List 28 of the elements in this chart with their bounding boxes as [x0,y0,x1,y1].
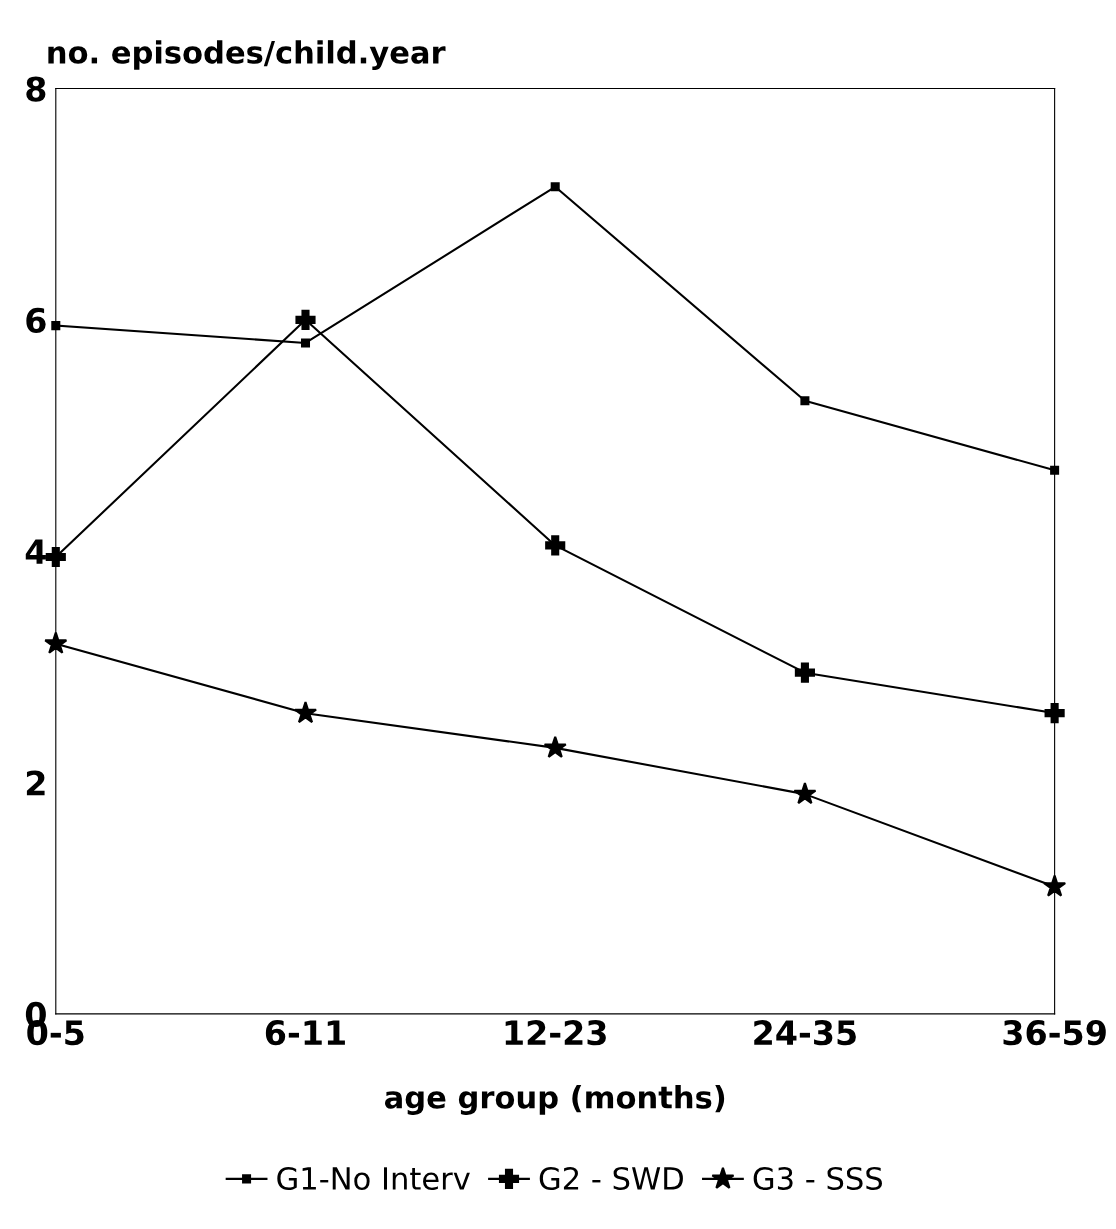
y-tick-label: 4 [25,539,46,564]
point [295,309,316,330]
x-tick-label: 12-23 [505,1020,606,1046]
y-tick-label: 2 [26,770,45,796]
legend-label: G3 - SSS [753,1166,883,1191]
point [794,662,815,683]
y-tick-label: 8 [26,76,46,102]
point [545,535,566,556]
legend-label: G2 - SWD [539,1166,683,1191]
point [543,735,567,758]
point [793,781,817,805]
point [45,546,66,568]
x-tick-label: 36-59 [1003,1020,1106,1046]
point [51,321,61,331]
x-tick-label: 6-11 [265,1020,345,1046]
y-tick-label: 6 [26,307,46,333]
point [300,338,311,348]
point [1050,465,1060,475]
point [293,701,318,724]
x-tick-label: 24-35 [754,1020,856,1046]
legend-label: G1-No Interv [277,1166,470,1191]
x-axis-title: age group (months) [384,1085,725,1115]
point [800,396,810,406]
point [1044,703,1065,724]
point [550,182,560,192]
point [1043,874,1067,897]
y-axis-title: no. episodes/child.year [48,40,446,70]
point [44,631,68,654]
